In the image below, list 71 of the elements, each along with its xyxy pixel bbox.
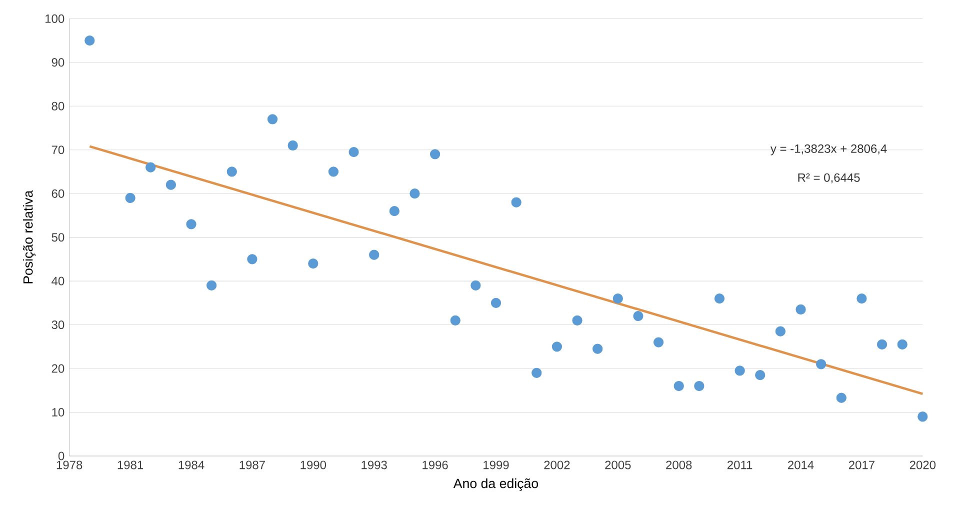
point — [755, 370, 766, 380]
y-tick-label: 100 — [46, 14, 64, 23]
x-tick-label: 2020 — [910, 460, 936, 470]
x-tick-label: 2002 — [544, 460, 570, 470]
point — [775, 326, 786, 336]
point — [308, 258, 318, 269]
x-tick-label: 2005 — [605, 460, 631, 470]
point — [125, 192, 136, 204]
y-tick-label: 20 — [52, 364, 64, 373]
point — [450, 315, 460, 326]
point — [166, 180, 176, 190]
point — [796, 304, 806, 315]
point — [816, 359, 826, 370]
y-tick-label: 70 — [52, 146, 64, 154]
y-axis-title: Posição relativa — [22, 190, 36, 284]
x-tick-label: 1990 — [300, 460, 326, 470]
point — [146, 162, 156, 172]
y-tick-label: 50 — [52, 233, 64, 242]
point — [836, 392, 846, 403]
x-tick-label: 1996 — [422, 460, 448, 470]
point — [532, 368, 542, 378]
point — [348, 146, 359, 158]
x-tick-label: 1993 — [362, 460, 387, 470]
point — [288, 140, 298, 151]
point — [694, 380, 704, 392]
point — [470, 280, 481, 290]
y-tick-label: 10 — [52, 408, 64, 417]
point — [389, 206, 400, 216]
y-tick-label: 60 — [52, 189, 64, 198]
x-tick-label: 2014 — [788, 460, 814, 470]
point — [206, 280, 217, 290]
annotation: y = -1,3823x + 2806,4 — [770, 144, 887, 156]
point — [714, 293, 725, 304]
point — [592, 344, 603, 354]
point — [328, 166, 339, 177]
x-tick-label: 2017 — [848, 460, 874, 470]
point — [653, 337, 664, 348]
y-tick-label: 40 — [52, 276, 64, 286]
point — [612, 293, 623, 304]
x-axis-title: Ano da edição — [453, 478, 538, 491]
point — [369, 250, 380, 260]
point — [876, 339, 888, 350]
point — [856, 293, 867, 304]
x-tick-label: 2008 — [666, 460, 692, 470]
y-tick-label: 90 — [52, 58, 64, 67]
point — [572, 315, 582, 326]
x-tick-label: 2011 — [728, 460, 752, 470]
point — [247, 254, 258, 264]
point — [552, 342, 562, 352]
point — [490, 298, 502, 308]
y-tick-label: 80 — [52, 102, 64, 110]
point — [410, 188, 420, 199]
point — [430, 149, 440, 160]
point — [226, 166, 237, 177]
point — [674, 380, 684, 392]
x-tick-label: 1978 — [56, 460, 82, 470]
point — [267, 114, 278, 124]
x-tick-label: 1984 — [178, 460, 204, 470]
point — [511, 197, 522, 208]
point — [734, 366, 745, 376]
point — [897, 339, 908, 350]
point — [633, 310, 644, 322]
y-tick-label: 0 — [58, 452, 64, 460]
x-tick-label: 1999 — [484, 460, 509, 470]
x-tick-label: 1981 — [118, 460, 144, 470]
point — [84, 35, 95, 46]
x-tick-label: 1987 — [240, 460, 265, 470]
point — [918, 412, 928, 422]
point — [186, 219, 196, 230]
y-tick-label: 30 — [52, 320, 64, 330]
annotation: R² = 0,6445 — [798, 173, 860, 184]
